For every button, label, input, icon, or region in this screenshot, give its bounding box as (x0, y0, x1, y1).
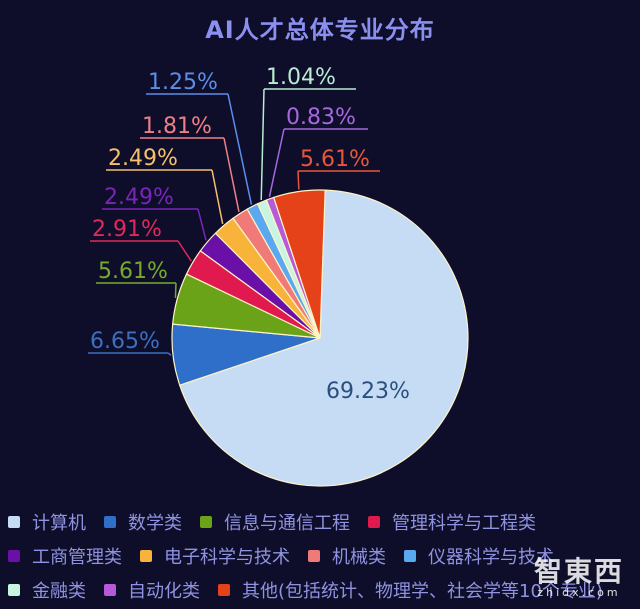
legend-swatch (8, 516, 20, 528)
legend-label: 自动化类 (128, 581, 200, 602)
leader-line (177, 240, 192, 262)
leader-line (227, 93, 253, 205)
leader-line (260, 88, 265, 201)
legend-label: 仪器科学与技术 (428, 547, 554, 568)
legend-label: 其他(包括统计、物理学、社会学等10个专业) (242, 581, 603, 602)
slice-label: 2.49% (108, 146, 178, 171)
legend-item-finance[interactable]: 金融类 (8, 577, 86, 603)
legend-label: 计算机 (32, 513, 86, 534)
slice-label: 5.61% (300, 147, 370, 172)
legend-label: 信息与通信工程 (224, 513, 350, 534)
legend-item-instrument[interactable]: 仪器科学与技术 (404, 543, 554, 569)
legend-swatch (8, 584, 20, 596)
slice-label: 0.83% (286, 105, 356, 130)
legend-item-business[interactable]: 工商管理类 (8, 543, 122, 569)
slice-label: 2.49% (104, 185, 174, 210)
legend-row: 计算机 数学类 信息与通信工程 管理科学与工程类 (8, 505, 638, 539)
legend-item-mechanical[interactable]: 机械类 (308, 543, 386, 569)
legend-item-info-comm[interactable]: 信息与通信工程 (200, 509, 350, 535)
legend-label: 工商管理类 (32, 547, 122, 568)
slice-label: 5.61% (98, 259, 168, 284)
slice-label: 1.81% (142, 114, 212, 139)
pie-slice[interactable] (272, 189, 326, 339)
pie-slices (171, 189, 469, 487)
leader-line (297, 170, 300, 190)
watermark-sub: zhidx.com (537, 586, 621, 599)
legend-item-math[interactable]: 数学类 (104, 509, 182, 535)
legend-swatch (308, 550, 320, 562)
legend: 计算机 数学类 信息与通信工程 管理科学与工程类 工商管理类 电子科学与技术 机… (8, 505, 638, 607)
leader-line (174, 282, 177, 298)
pie-chart: 69.23% 6.65% 5.61% 2.91% 2.49% 2.49% 1.81% 1.25… (88, 65, 469, 487)
legend-row: 工商管理类 电子科学与技术 机械类 仪器科学与技术 (8, 539, 638, 573)
legend-swatch (404, 550, 416, 562)
legend-item-computer[interactable]: 计算机 (8, 509, 86, 535)
legend-swatch (104, 584, 116, 596)
slice-label: 69.23% (326, 379, 410, 404)
legend-row: 金融类 自动化类 其他(包括统计、物理学、社会学等10个专业) (8, 573, 638, 607)
legend-swatch (200, 516, 212, 528)
leader-line (167, 352, 172, 356)
legend-label: 电子科学与技术 (164, 547, 290, 568)
leader-line (211, 169, 224, 225)
leader-lines (88, 88, 380, 356)
legend-swatch (140, 550, 152, 562)
legend-label: 机械类 (332, 547, 386, 568)
pie-slice[interactable] (178, 189, 469, 487)
slice-labels: 69.23% 6.65% 5.61% 2.91% 2.49% 2.49% 1.81% 1.25… (90, 65, 410, 404)
slice-label: 2.91% (92, 217, 162, 242)
leader-line (223, 137, 240, 212)
watermark-logo: 智東西 zhidx.com (534, 550, 624, 599)
slice-label: 6.65% (90, 329, 160, 354)
legend-swatch (104, 516, 116, 528)
watermark-main: 智東西 (533, 555, 624, 588)
leader-line (268, 128, 285, 197)
legend-item-electronics[interactable]: 电子科学与技术 (140, 543, 290, 569)
legend-swatch (368, 516, 380, 528)
legend-swatch (8, 550, 20, 562)
legend-label: 管理科学与工程类 (392, 513, 536, 534)
leader-line (197, 208, 207, 241)
slice-label: 1.25% (148, 70, 218, 95)
slice-label: 1.04% (266, 65, 336, 90)
legend-swatch (218, 584, 230, 596)
legend-item-automation[interactable]: 自动化类 (104, 577, 200, 603)
legend-label: 数学类 (128, 513, 182, 534)
chart-title: AI人才总体专业分布 (205, 16, 435, 44)
legend-item-other[interactable]: 其他(包括统计、物理学、社会学等10个专业) (218, 577, 603, 603)
legend-label: 金融类 (32, 581, 86, 602)
legend-item-mgmt-sci[interactable]: 管理科学与工程类 (368, 509, 536, 535)
